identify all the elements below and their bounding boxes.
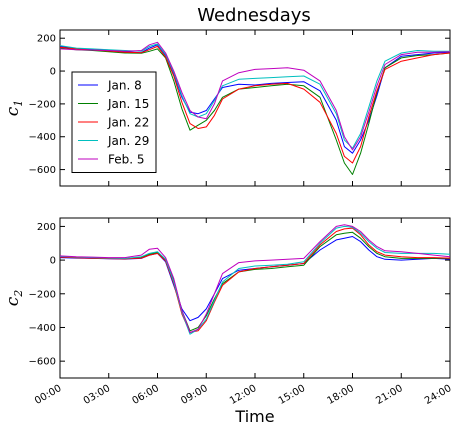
legend: Jan. 8 Jan. 15 Jan. 22 Jan. 29 Feb. 5 [71, 71, 157, 173]
x-ticks: 00:00 03:00 06:00 09:00 12:00 15:00 18:00 21:00… [33, 218, 454, 407]
x-tick-label: 00:00 [33, 383, 63, 407]
x-tick-label: 18:00 [326, 383, 356, 407]
x-tick-label: 03:00 [82, 383, 112, 407]
svg-text:c2: c2 [3, 290, 25, 307]
legend-label: Jan. 15 [107, 97, 149, 111]
plot-area-c2 [59, 217, 451, 379]
y-tick-label: −600 [29, 357, 56, 368]
series-line-2 [60, 231, 450, 332]
x-tick-label: 09:00 [179, 383, 209, 407]
legend-label: Feb. 5 [108, 153, 145, 167]
y-tick-label: 200 [37, 222, 56, 233]
y-tick-label: −400 [29, 323, 56, 334]
y-axis-label-subscript: 1 [12, 100, 25, 107]
y-tick-label: −400 [29, 132, 56, 143]
x-tick-label: 15:00 [277, 383, 307, 407]
y-tick-label: 0 [50, 67, 56, 78]
y-tick-label: −600 [29, 165, 56, 176]
legend-label: Jan. 29 [107, 134, 149, 148]
y-tick-label: 0 [50, 256, 56, 267]
series-line-1 [60, 236, 450, 322]
series-line-feb-5 [60, 41, 450, 151]
legend-label: Jan. 8 [107, 79, 142, 93]
series-line-jan-22 [60, 45, 450, 164]
series-lines-c1 [60, 41, 450, 175]
y-axis-label-c2: c2 [3, 290, 25, 307]
series-line-5 [60, 224, 450, 333]
x-tick-label: 12:00 [228, 383, 258, 407]
x-axis-label: Time [234, 407, 274, 426]
chart-title: Wednesdays [197, 5, 311, 26]
y-ticks-c2: 200 0 −200 −400 −600 [29, 222, 450, 368]
y-tick-label: 200 [37, 34, 56, 45]
x-tick-label: 21:00 [374, 383, 404, 407]
series-line-4 [60, 225, 450, 335]
y-axis-label-base: c [3, 296, 23, 306]
series-line-3 [60, 227, 450, 333]
y-axis-label-c1: c1 [3, 100, 25, 117]
y-ticks-c1: 200 0 −200 −400 −600 [29, 30, 451, 186]
y-axis-label-base: c [3, 106, 23, 116]
y-tick-label: −200 [29, 289, 56, 300]
x-tick-label: 06:00 [131, 383, 161, 407]
series-line-jan-29 [60, 43, 450, 149]
series-lines-c2 [60, 224, 450, 335]
svg-text:c1: c1 [3, 100, 25, 117]
panel-c2: c2 200 0 −200 −400 −600 00:00 03:00 06:00 09:00… [3, 217, 454, 426]
x-tick-label: 24:00 [423, 383, 453, 407]
y-tick-label: −200 [29, 99, 56, 110]
y-axis-label-subscript: 2 [12, 290, 25, 298]
legend-label: Jan. 22 [107, 116, 149, 130]
